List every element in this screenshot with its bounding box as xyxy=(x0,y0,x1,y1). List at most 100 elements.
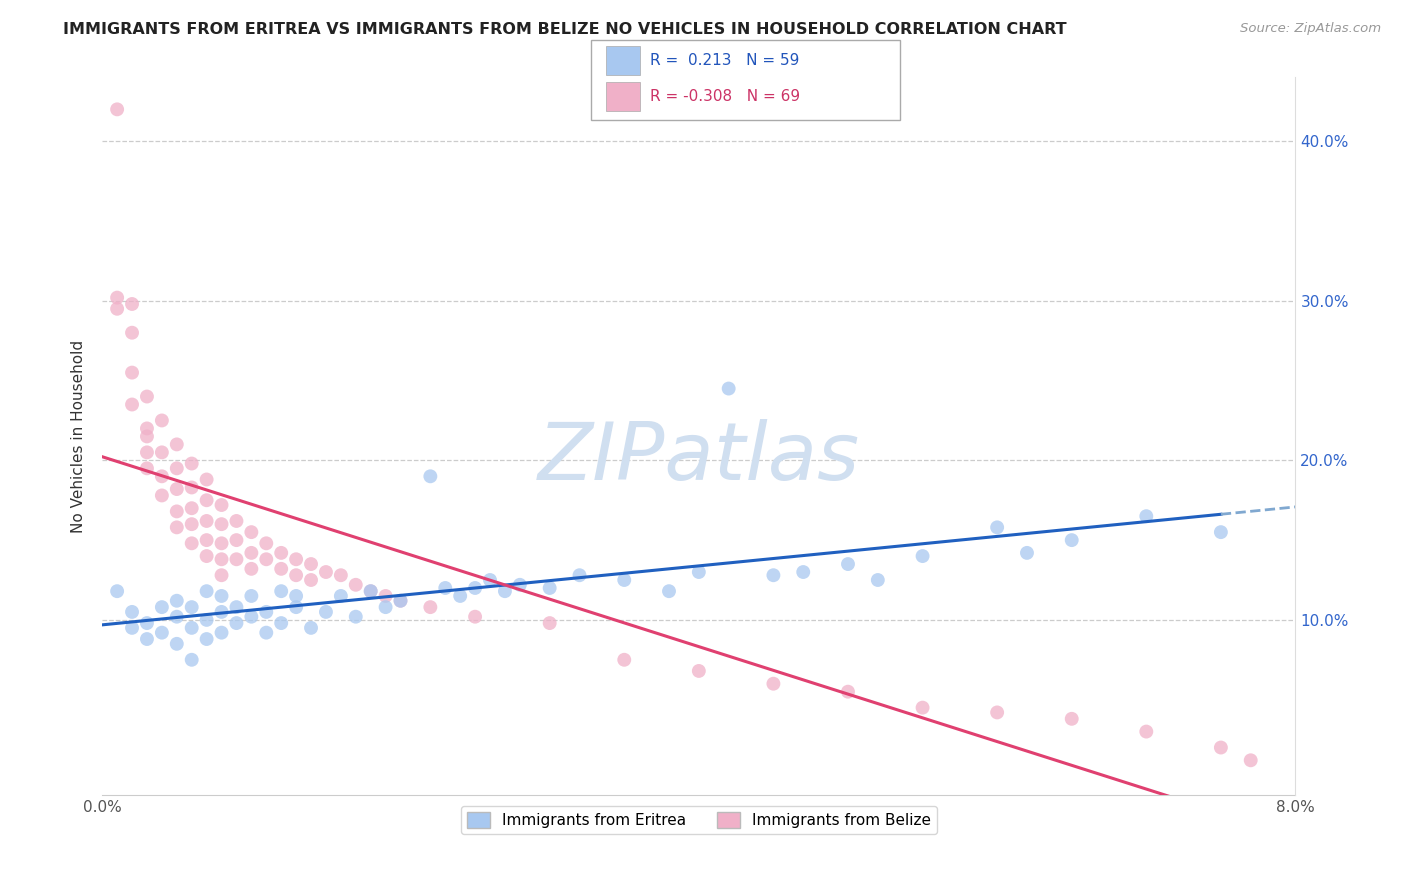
Point xyxy=(1240,753,1263,767)
Point xyxy=(195,613,218,627)
Point xyxy=(1015,546,1038,560)
Point xyxy=(837,557,859,571)
Text: ZIPatlas: ZIPatlas xyxy=(537,419,860,497)
Point xyxy=(211,498,233,512)
Point xyxy=(986,706,1008,720)
Point xyxy=(285,600,308,615)
Point xyxy=(285,552,308,566)
Point xyxy=(464,581,486,595)
Point xyxy=(211,589,233,603)
Point xyxy=(374,600,396,615)
Point xyxy=(211,568,233,582)
Point xyxy=(479,573,502,587)
Point xyxy=(360,584,382,599)
Point xyxy=(1209,740,1232,755)
Point xyxy=(166,461,188,475)
Point xyxy=(136,461,159,475)
Point xyxy=(688,664,710,678)
Point xyxy=(613,653,636,667)
Point xyxy=(225,616,247,631)
Point xyxy=(166,593,188,607)
Point xyxy=(105,103,128,117)
Point xyxy=(211,605,233,619)
Point xyxy=(449,589,471,603)
Point xyxy=(240,546,263,560)
Point xyxy=(717,382,740,396)
Point xyxy=(240,525,263,540)
Point xyxy=(464,609,486,624)
Point xyxy=(136,390,159,404)
Point xyxy=(121,326,143,340)
Text: IMMIGRANTS FROM ERITREA VS IMMIGRANTS FROM BELIZE NO VEHICLES IN HOUSEHOLD CORRE: IMMIGRANTS FROM ERITREA VS IMMIGRANTS FR… xyxy=(63,22,1067,37)
Point xyxy=(105,291,128,305)
Point xyxy=(211,625,233,640)
Point xyxy=(254,625,277,640)
Point xyxy=(136,616,159,631)
Point xyxy=(270,584,292,599)
Point xyxy=(389,593,412,607)
Point xyxy=(180,457,202,471)
Point xyxy=(254,552,277,566)
Point xyxy=(270,562,292,576)
Point xyxy=(494,584,516,599)
Point xyxy=(419,469,441,483)
Point xyxy=(211,552,233,566)
Point xyxy=(121,621,143,635)
Point xyxy=(166,437,188,451)
Point xyxy=(329,568,352,582)
Point xyxy=(136,632,159,646)
Point xyxy=(1135,509,1157,524)
Point xyxy=(658,584,681,599)
Legend: Immigrants from Eritrea, Immigrants from Belize: Immigrants from Eritrea, Immigrants from… xyxy=(461,806,936,834)
Text: R = -0.308   N = 69: R = -0.308 N = 69 xyxy=(650,89,800,103)
Point xyxy=(1060,712,1083,726)
Point xyxy=(150,600,173,615)
Point xyxy=(166,609,188,624)
Point xyxy=(299,557,322,571)
Point xyxy=(1060,533,1083,548)
Point xyxy=(180,501,202,516)
Point xyxy=(254,536,277,550)
Point xyxy=(434,581,457,595)
Point xyxy=(211,536,233,550)
Point xyxy=(150,625,173,640)
Point xyxy=(180,517,202,532)
Point xyxy=(105,584,128,599)
Point xyxy=(299,573,322,587)
Point xyxy=(166,520,188,534)
Point xyxy=(1135,724,1157,739)
Point xyxy=(762,676,785,690)
Y-axis label: No Vehicles in Household: No Vehicles in Household xyxy=(72,340,86,533)
Point xyxy=(299,621,322,635)
Point xyxy=(270,546,292,560)
Point xyxy=(254,605,277,619)
Point xyxy=(329,589,352,603)
Point xyxy=(121,366,143,380)
Point xyxy=(150,469,173,483)
Point xyxy=(792,565,814,579)
Point xyxy=(136,445,159,459)
Point xyxy=(344,609,367,624)
Point xyxy=(105,301,128,316)
Point xyxy=(240,562,263,576)
Point xyxy=(180,600,202,615)
Point xyxy=(613,573,636,587)
Point xyxy=(315,565,337,579)
Point xyxy=(225,552,247,566)
Point xyxy=(166,504,188,518)
Point xyxy=(121,297,143,311)
Point xyxy=(1209,525,1232,540)
Point xyxy=(911,549,934,563)
Point xyxy=(180,621,202,635)
Point xyxy=(240,589,263,603)
Point xyxy=(225,514,247,528)
Point xyxy=(180,480,202,494)
Point xyxy=(225,600,247,615)
Point xyxy=(211,517,233,532)
Point xyxy=(121,605,143,619)
Point xyxy=(866,573,889,587)
Point xyxy=(285,589,308,603)
Point xyxy=(195,514,218,528)
Point xyxy=(419,600,441,615)
Point xyxy=(911,700,934,714)
